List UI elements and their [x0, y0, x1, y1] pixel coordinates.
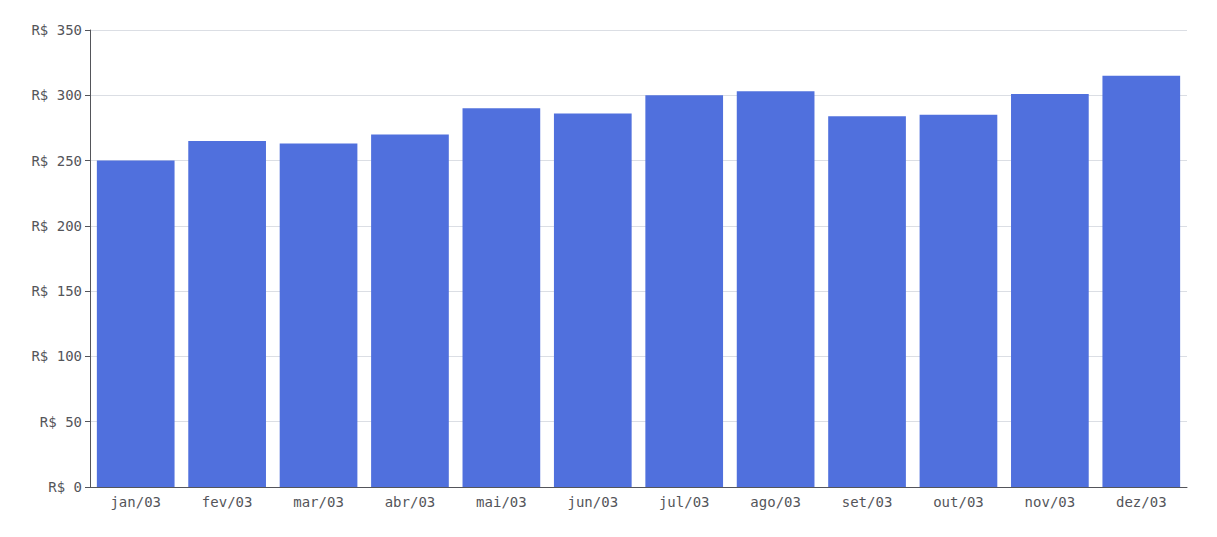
svg-text:dez/03: dez/03 [1116, 494, 1167, 510]
svg-text:R$ 50: R$ 50 [40, 414, 82, 430]
svg-text:jul/03: jul/03 [659, 494, 710, 510]
svg-text:mar/03: mar/03 [293, 494, 344, 510]
svg-text:R$ 100: R$ 100 [31, 348, 82, 364]
svg-text:R$ 200: R$ 200 [31, 218, 82, 234]
svg-text:R$ 0: R$ 0 [48, 479, 82, 495]
svg-text:jun/03: jun/03 [568, 494, 619, 510]
svg-text:R$ 350: R$ 350 [31, 22, 82, 38]
svg-text:R$ 150: R$ 150 [31, 283, 82, 299]
svg-text:abr/03: abr/03 [385, 494, 436, 510]
svg-text:out/03: out/03 [933, 494, 984, 510]
svg-text:nov/03: nov/03 [1025, 494, 1076, 510]
svg-text:ago/03: ago/03 [750, 494, 801, 510]
svg-text:mai/03: mai/03 [476, 494, 527, 510]
svg-text:fev/03: fev/03 [202, 494, 253, 510]
svg-text:set/03: set/03 [842, 494, 893, 510]
svg-text:R$ 300: R$ 300 [31, 87, 82, 103]
svg-text:R$ 250: R$ 250 [31, 153, 82, 169]
svg-text:jan/03: jan/03 [110, 494, 161, 510]
